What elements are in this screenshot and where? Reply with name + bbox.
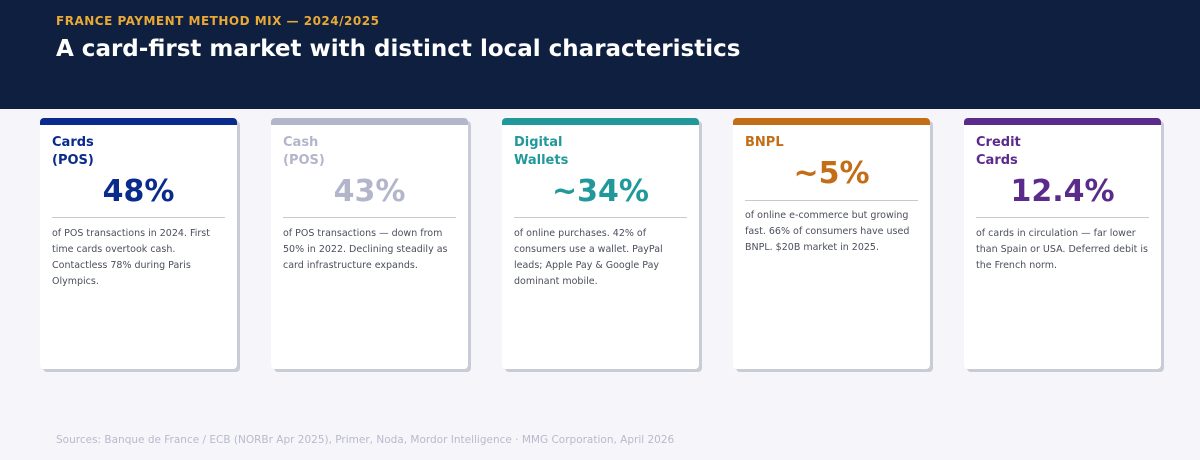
- card-label-line: Wallets: [514, 153, 569, 168]
- card-accent-bar: [964, 118, 1161, 125]
- card-value: 43%: [333, 174, 406, 209]
- card-accent-bar: [733, 118, 930, 125]
- card-label-line: Cash: [283, 135, 319, 150]
- card-divider: [976, 217, 1149, 218]
- eyebrow-title: FRANCE PAYMENT METHOD MIX — 2024/2025: [56, 14, 380, 28]
- card-label: Digital Wallets: [514, 134, 654, 170]
- card-label-line: Cards: [52, 135, 94, 150]
- card-label-line: BNPL: [745, 135, 784, 150]
- card-description: of online e-commerce but growing fast. 6…: [745, 210, 910, 253]
- card-description: of cards in circulation — far lower than…: [976, 228, 1148, 271]
- card-divider: [52, 217, 225, 218]
- page-title: A card-first market with distinct local …: [56, 36, 741, 62]
- card-description: of online purchases. 42% of consumers us…: [514, 228, 663, 287]
- metric-card-credit-cards: Credit Cards 12.4% of cards in circulatio…: [964, 118, 1161, 369]
- card-description: of POS transactions — down from 50% in 2…: [283, 228, 448, 271]
- card-label-line: (POS): [283, 153, 325, 168]
- metric-card-cards-pos: Cards (POS) 48% of POS transactions in 20…: [40, 118, 237, 369]
- card-divider: [745, 200, 918, 201]
- card-label: Credit Cards: [976, 134, 1116, 170]
- metric-card-bnpl: BNPL ~5% of online e-commerce but growin…: [733, 118, 930, 369]
- metric-card-cash-pos: Cash (POS) 43% of POS transactions — down…: [271, 118, 468, 369]
- card-value: ~5%: [793, 156, 870, 191]
- card-label-line: Digital: [514, 135, 563, 150]
- card-accent-bar: [502, 118, 699, 125]
- card-label: Cards (POS): [52, 134, 192, 170]
- card-accent-bar: [40, 118, 237, 125]
- card-divider: [514, 217, 687, 218]
- card-value: 48%: [102, 174, 175, 209]
- card-accent-bar: [271, 118, 468, 125]
- card-label: Cash (POS): [283, 134, 423, 170]
- metric-card-digital-wallets: Digital Wallets ~34% of online purchases.…: [502, 118, 699, 369]
- card-description: of POS transactions in 2024. First time …: [52, 228, 210, 287]
- card-value: 12.4%: [1010, 174, 1115, 209]
- card-label-line: Cards: [976, 153, 1018, 168]
- header-banner: FRANCE PAYMENT METHOD MIX — 2024/2025 A …: [0, 0, 1200, 109]
- card-label: BNPL: [745, 134, 885, 152]
- sources-footer: Sources: Banque de France / ECB (NORBr A…: [56, 434, 675, 446]
- card-label-line: (POS): [52, 153, 94, 168]
- card-value: ~34%: [552, 174, 649, 209]
- card-divider: [283, 217, 456, 218]
- card-label-line: Credit: [976, 135, 1021, 150]
